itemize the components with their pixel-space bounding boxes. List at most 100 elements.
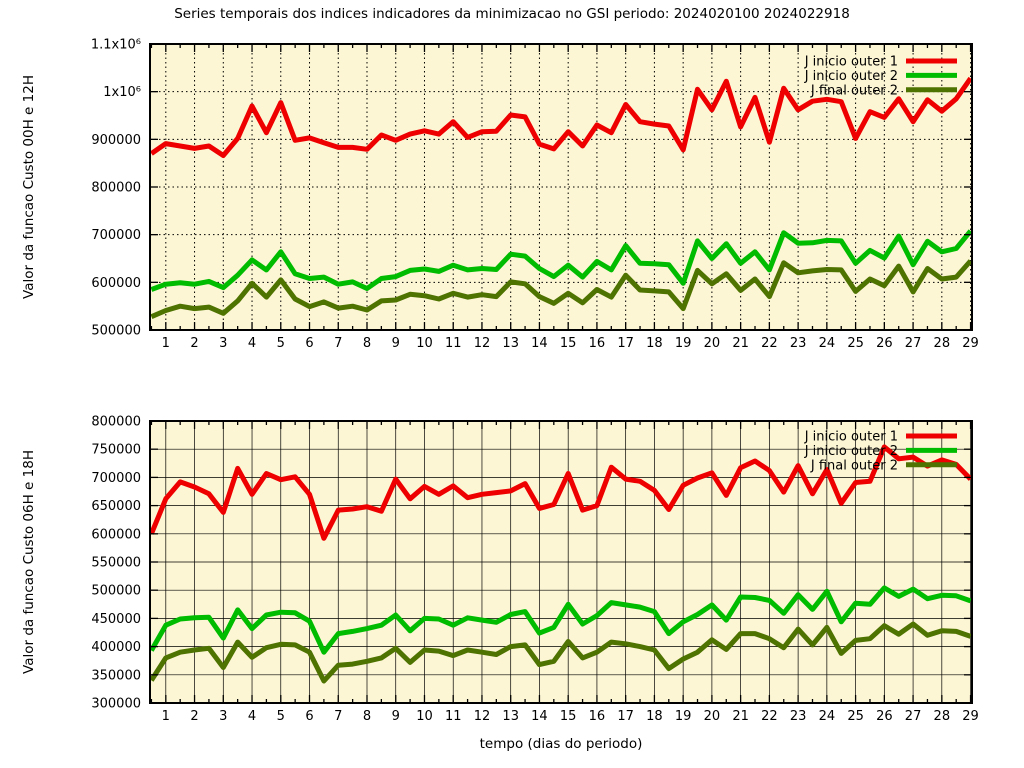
- x-tick-label: 20: [704, 709, 721, 724]
- y-tick-label: 800000: [91, 181, 141, 196]
- x-tick-label: 2: [190, 336, 198, 351]
- x-tick-label: 15: [560, 709, 577, 724]
- series-j-inicio-outer-1-top: [149, 76, 973, 158]
- x-tick-label: 13: [502, 709, 519, 724]
- x-tick-label: 12: [474, 709, 491, 724]
- y-tick-label: 600000: [91, 527, 141, 542]
- y-tick-label: 300000: [91, 697, 141, 712]
- x-tick-label: 10: [416, 336, 433, 351]
- x-tick-label: 26: [876, 336, 893, 351]
- x-tick-label: 13: [502, 336, 519, 351]
- y-tick-label: 1x10⁶: [103, 85, 141, 100]
- y-tick-label: 1.1x10⁶: [91, 38, 141, 53]
- x-tick-label: 3: [219, 709, 227, 724]
- x-tick-label: 20: [704, 336, 721, 351]
- x-tick-label: 6: [305, 336, 313, 351]
- y-tick-label: 400000: [91, 640, 141, 655]
- tick-marks-top: [150, 43, 972, 331]
- legend-label-j-inicio-outer-1: J inicio outer 1: [804, 430, 898, 445]
- legend-label-j-inicio-outer-1: J inicio outer 1: [804, 55, 898, 70]
- x-tick-label: 8: [363, 709, 371, 724]
- panel-top: 500000 600000 700000 800000 900000 1x10⁶ 1.1x1…: [91, 38, 979, 352]
- series-j-inicio-outer-2-top: [150, 229, 973, 292]
- series-j-final-outer-2-top: [150, 259, 973, 319]
- x-tick-label: 26: [876, 709, 893, 724]
- chart-title: Series temporais dos indices indicadores…: [174, 6, 850, 22]
- x-axis-label: tempo (dias do periodo): [479, 736, 643, 752]
- x-tick-label: 5: [277, 336, 285, 351]
- x-tick-label: 17: [617, 336, 634, 351]
- x-tick-label: 15: [560, 336, 577, 351]
- y-tick-label: 500000: [91, 324, 141, 339]
- x-tick-label: 14: [531, 336, 548, 351]
- y-tick-label: 900000: [91, 133, 141, 148]
- x-tick-label: 7: [334, 709, 342, 724]
- x-tick-label: 21: [732, 336, 749, 351]
- x-tick-label: 22: [761, 709, 778, 724]
- y-tick-label: 700000: [91, 228, 141, 243]
- x-tick-label: 11: [445, 709, 462, 724]
- x-tick-label: 19: [675, 709, 692, 724]
- x-tick-label: 12: [474, 336, 491, 351]
- series-j-inicio-outer-1-bottom: [149, 444, 973, 541]
- x-tick-label: 27: [905, 709, 922, 724]
- x-tick-label: 9: [392, 336, 400, 351]
- x-tick-label: 24: [819, 709, 836, 724]
- x-tick-label: 23: [790, 336, 807, 351]
- tick-labels-bottom: 300000 350000 400000 450000 500000 550000 6000…: [91, 415, 978, 725]
- x-tick-label: 14: [531, 709, 548, 724]
- x-tick-label: 11: [445, 336, 462, 351]
- x-tick-label: 29: [962, 336, 979, 351]
- y-tick-label: 800000: [91, 415, 141, 430]
- x-tick-label: 4: [248, 709, 256, 724]
- x-tick-label: 29: [962, 709, 979, 724]
- x-tick-label: 16: [589, 709, 606, 724]
- legend-label-j-final-outer-2: J final outer 2: [810, 83, 898, 98]
- x-tick-label: 21: [732, 709, 749, 724]
- y-tick-label: 750000: [91, 443, 141, 458]
- y-tick-label: 600000: [91, 276, 141, 291]
- y-tick-label: 500000: [91, 584, 141, 599]
- legend-label-j-inicio-outer-2: J inicio outer 2: [804, 69, 898, 84]
- x-tick-label: 24: [819, 336, 836, 351]
- x-tick-label: 23: [790, 709, 807, 724]
- legend-label-j-final-outer-2: J final outer 2: [810, 458, 898, 473]
- tick-labels-top: 500000 600000 700000 800000 900000 1x10⁶ 1.1x1…: [91, 38, 979, 352]
- x-tick-label: 4: [248, 336, 256, 351]
- x-tick-label: 25: [847, 336, 864, 351]
- y-tick-label: 650000: [91, 499, 141, 514]
- x-tick-label: 8: [363, 336, 371, 351]
- x-tick-label: 27: [905, 336, 922, 351]
- x-tick-label: 3: [219, 336, 227, 351]
- x-tick-label: 18: [646, 709, 663, 724]
- x-tick-label: 1: [162, 336, 170, 351]
- x-tick-label: 1: [162, 709, 170, 724]
- x-tick-label: 28: [934, 709, 951, 724]
- x-tick-label: 5: [277, 709, 285, 724]
- x-tick-label: 10: [416, 709, 433, 724]
- x-tick-label: 18: [646, 336, 663, 351]
- x-tick-label: 22: [761, 336, 778, 351]
- y-tick-label: 700000: [91, 471, 141, 486]
- y-tick-label: 550000: [91, 556, 141, 571]
- x-tick-label: 17: [617, 709, 634, 724]
- x-tick-label: 7: [334, 336, 342, 351]
- panel-bottom: 300000 350000 400000 450000 500000 550000 6000…: [91, 415, 978, 725]
- x-tick-label: 19: [675, 336, 692, 351]
- y-tick-label: 450000: [91, 612, 141, 627]
- x-tick-label: 6: [305, 709, 313, 724]
- legend-label-j-inicio-outer-2: J inicio outer 2: [804, 444, 898, 459]
- series-j-inicio-outer-2-bottom: [149, 585, 972, 655]
- legend-top: J inicio outer 1J inicio outer 2J final …: [804, 55, 957, 98]
- x-tick-label: 2: [190, 709, 198, 724]
- y-tick-label: 350000: [91, 668, 141, 683]
- x-tick-label: 9: [392, 709, 400, 724]
- tick-marks-bottom: [150, 420, 972, 704]
- legend-bottom: J inicio outer 1J inicio outer 2J final …: [804, 430, 957, 473]
- x-tick-label: 16: [589, 336, 606, 351]
- x-tick-label: 25: [847, 709, 864, 724]
- x-tick-label: 28: [934, 336, 951, 351]
- series-j-final-outer-2-bottom: [149, 621, 972, 684]
